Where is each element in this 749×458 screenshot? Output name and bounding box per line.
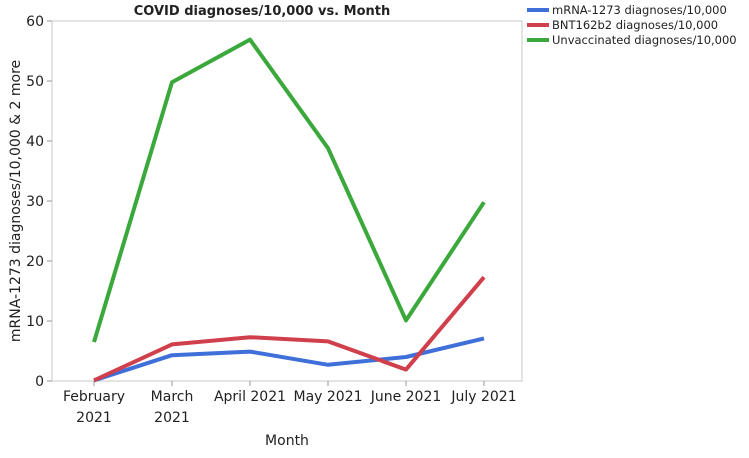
x-tick-label: July 2021 [450,389,516,405]
x-tick-label: May 2021 [293,389,362,405]
legend-label: Unvaccinated diagnoses/10,000 [552,33,737,47]
y-tick-label: 10 [26,314,44,330]
x-axis-title: Month [265,433,309,449]
x-tick-label-line: July 2021 [450,389,516,405]
y-tick-label: 0 [35,374,44,390]
legend-item[interactable]: Unvaccinated diagnoses/10,000 [527,33,737,47]
legend-label: mRNA-1273 diagnoses/10,000 [552,3,727,17]
x-tick-label-line: 2021 [76,410,112,426]
series-lines [92,37,486,383]
y-tick-label: 50 [26,74,44,90]
x-tick-label-line: 2021 [154,410,190,426]
x-tick-label-line: March [151,389,194,405]
x-tick-label-line: April 2021 [214,389,286,405]
x-tick-label: March 2021 [151,389,194,426]
legend-label: BNT162b2 diagnoses/10,000 [552,18,718,32]
x-tick-label-line: June 2021 [370,389,442,405]
chart-title: COVID diagnoses/10,000 vs. Month [134,4,390,19]
legend-item[interactable]: BNT162b2 diagnoses/10,000 [527,18,718,32]
series-line-2 [93,275,486,383]
y-tick-label: 20 [26,254,44,270]
y-tick-label: 60 [26,14,44,30]
x-tick-label-line: May 2021 [293,389,362,405]
x-tick-label: February 2021 [63,389,125,426]
x-axis: February 2021 March 2021 April 2021 May 2021 J… [63,381,517,426]
legend-item[interactable]: mRNA-1273 diagnoses/10,000 [527,3,727,17]
y-axis: 0 10 20 30 40 50 60 [26,14,52,390]
x-tick-label-line: February [63,389,125,405]
y-tick-label: 30 [26,194,44,210]
y-tick-label: 40 [26,134,44,150]
x-tick-label: June 2021 [370,389,442,405]
x-tick-label: April 2021 [214,389,286,405]
plot-area-frame [51,20,523,382]
series-line-3 [92,37,486,343]
y-axis-title: mRNA-1273 diagnoses/10,000 & 2 more [8,60,24,342]
